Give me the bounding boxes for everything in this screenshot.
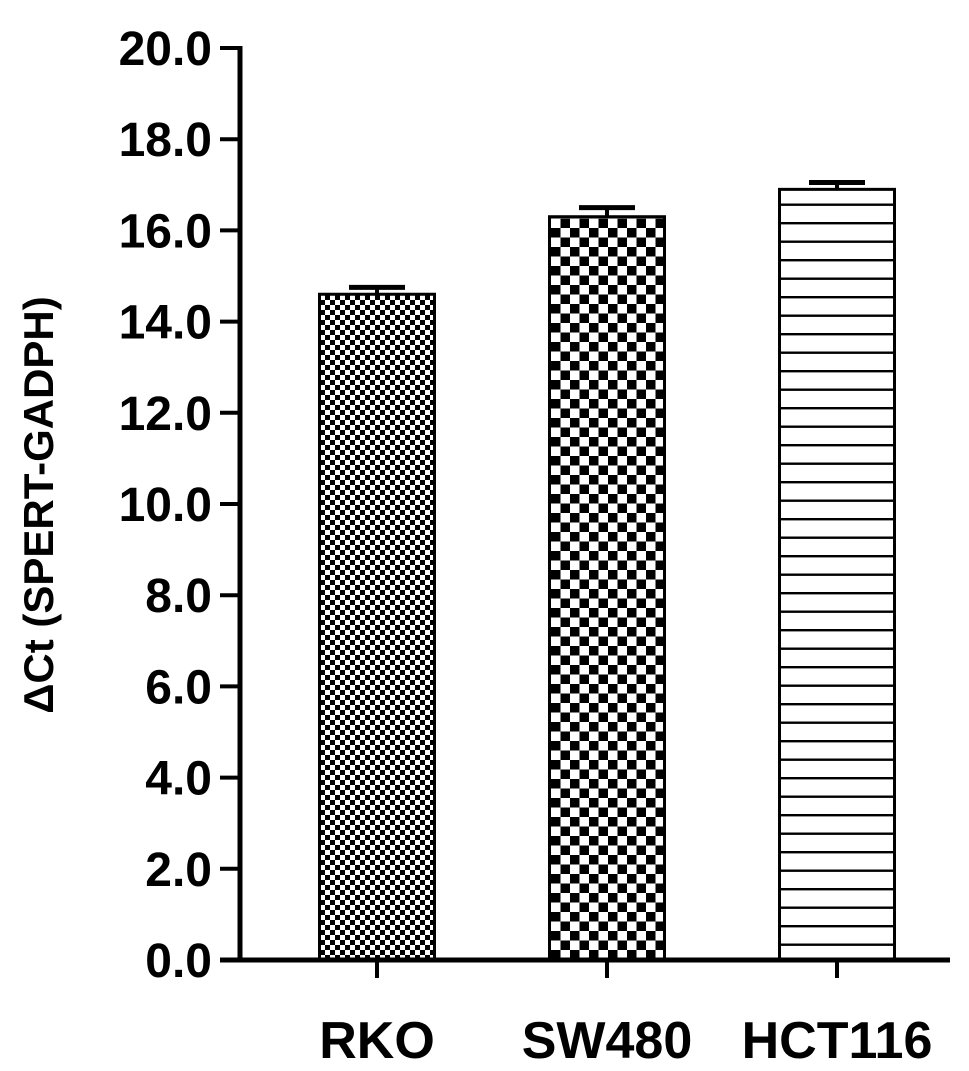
y-tick-label: 2.0 [145,844,212,897]
y-tick-label: 18.0 [119,114,212,167]
y-tick-label: 10.0 [119,479,212,532]
bar-rko [318,292,436,962]
bar-hct116 [778,187,896,962]
x-category-label-hct116: HCT116 [742,1012,933,1070]
y-tick-label: 14.0 [119,297,212,350]
y-tick-label: 4.0 [145,753,212,806]
bar-sw480 [548,215,666,962]
y-tick-label: 0.0 [145,935,212,988]
y-axis-title: ΔCt (SPERT-GADPH) [15,296,62,714]
y-tick-label: 8.0 [145,570,212,623]
y-tick-label: 12.0 [119,388,212,441]
y-tick-label: 6.0 [145,661,212,714]
y-tick-label: 20.0 [119,23,212,76]
x-category-label-rko: RKO [319,1012,435,1070]
x-category-label-sw480: SW480 [522,1012,693,1070]
y-tick-label: 16.0 [119,205,212,258]
